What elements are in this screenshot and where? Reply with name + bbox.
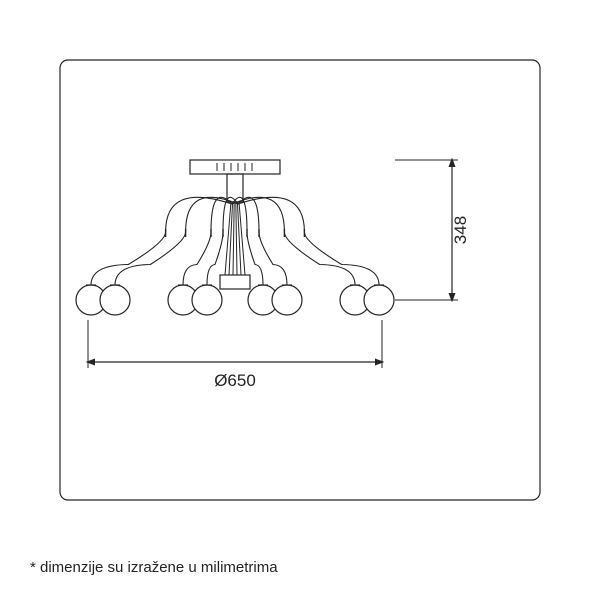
technical-drawing: Ø650 348 [0,0,600,600]
diagram-stage: { "dimensions": { "canvas_w": 600, "canv… [0,0,600,600]
height-dimension-label: 348 [451,216,470,244]
width-dimension-label: Ø650 [214,371,256,390]
footnote: * dimenzije su izražene u milimetrima [30,559,278,576]
